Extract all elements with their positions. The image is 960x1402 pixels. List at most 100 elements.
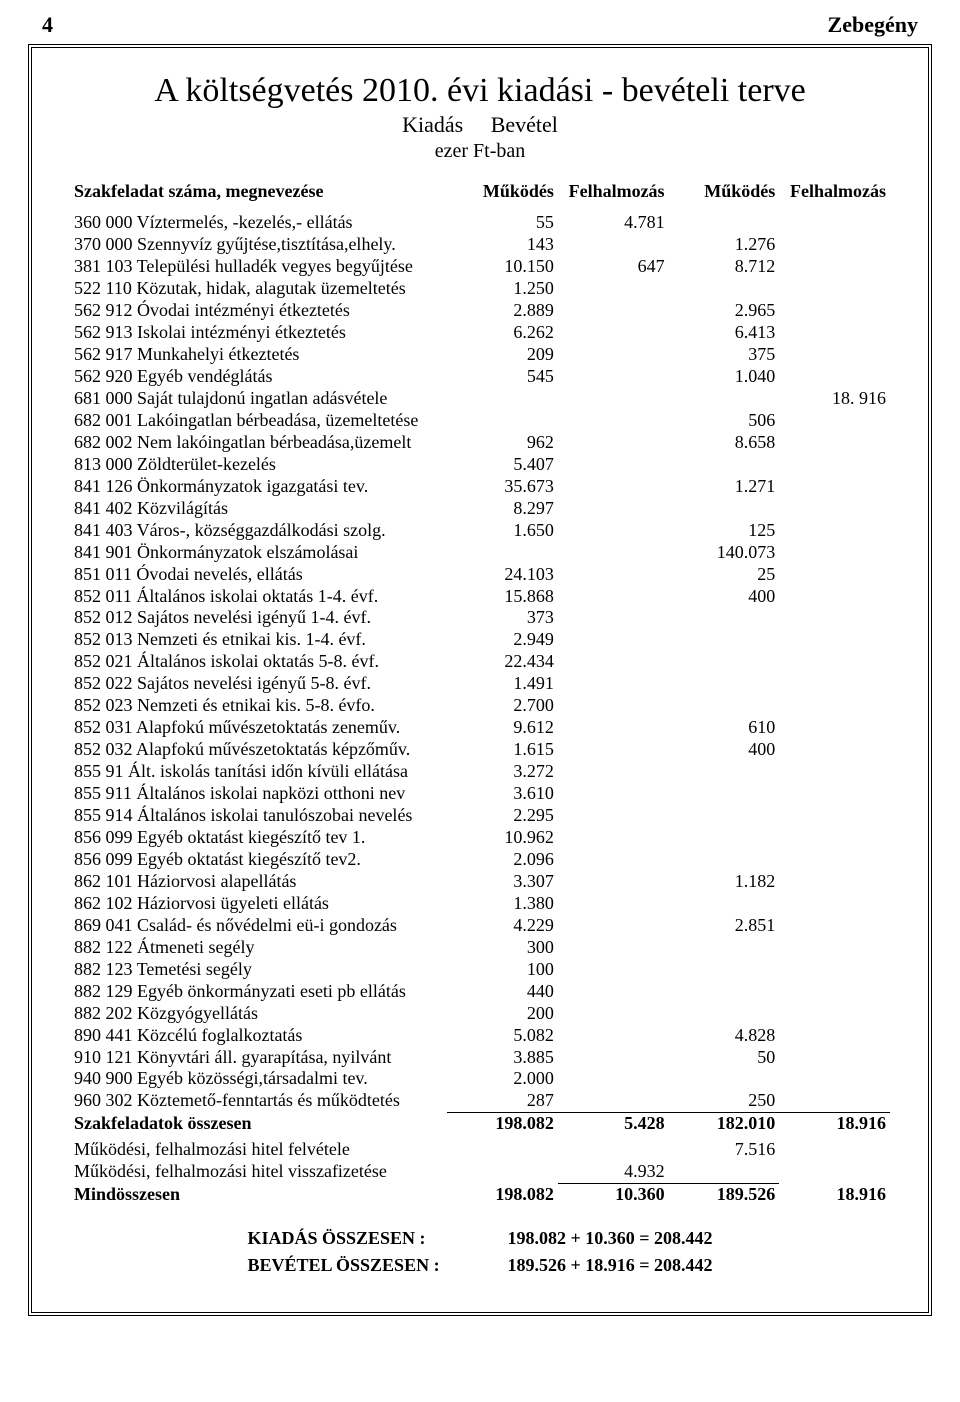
row-value [558, 476, 669, 498]
table-row: 360 000 Víztermelés, -kezelés,- ellátás5… [70, 212, 890, 234]
row-value: 209 [447, 344, 558, 366]
row-value [669, 805, 780, 827]
table-row: 882 129 Egyéb önkormányzati eseti pb ell… [70, 981, 890, 1003]
row-value [779, 256, 890, 278]
row-value: 287 [447, 1090, 558, 1112]
row-value [779, 410, 890, 432]
row-value [558, 1139, 669, 1161]
table-row: 856 099 Egyéb oktatást kiegészítő tev 1.… [70, 827, 890, 849]
row-value [779, 454, 890, 476]
table-row: 370 000 Szennyvíz gyűjtése,tisztítása,el… [70, 234, 890, 256]
row-value [669, 761, 780, 783]
row-value: 18.916 [779, 1184, 890, 1206]
row-value: 35.673 [447, 476, 558, 498]
table-row: 855 914 Általános iskolai tanulószobai n… [70, 805, 890, 827]
row-value [669, 388, 780, 410]
row-value [558, 673, 669, 695]
row-value [669, 607, 780, 629]
row-value [669, 783, 780, 805]
table-row: 682 001 Lakóingatlan bérbeadása, üzemelt… [70, 410, 890, 432]
row-value [779, 586, 890, 608]
row-value: 2.000 [447, 1068, 558, 1090]
row-value: 25 [669, 564, 780, 586]
row-value: 400 [669, 586, 780, 608]
row-value [669, 1161, 780, 1183]
row-value: 200 [447, 1003, 558, 1025]
content-frame: A költségvetés 2010. évi kiadási - bevét… [28, 44, 932, 1316]
row-value [558, 761, 669, 783]
row-value: 3.610 [447, 783, 558, 805]
col-header-2: Felhalmozás [558, 179, 669, 212]
table-row: 841 402 Közvilágítás8.297 [70, 498, 890, 520]
row-value [779, 783, 890, 805]
row-label: 862 101 Háziorvosi alapellátás [70, 871, 447, 893]
row-value [779, 278, 890, 300]
table-row: 813 000 Zöldterület-kezelés5.407 [70, 454, 890, 476]
row-value [558, 805, 669, 827]
row-value [447, 1161, 558, 1183]
row-value: 1.615 [447, 739, 558, 761]
row-value: 2.851 [669, 915, 780, 937]
table-row: Működési, felhalmozási hitel felvétele7.… [70, 1139, 890, 1161]
row-value [558, 366, 669, 388]
row-value: 15.868 [447, 586, 558, 608]
row-label: 940 900 Egyéb közösségi,társadalmi tev. [70, 1068, 447, 1090]
row-value [669, 651, 780, 673]
row-value [447, 410, 558, 432]
row-value [558, 388, 669, 410]
row-value [779, 344, 890, 366]
table-row: Szakfeladatok összesen198.0825.428182.01… [70, 1113, 890, 1135]
row-value [558, 454, 669, 476]
row-value [669, 695, 780, 717]
row-label: 562 913 Iskolai intézményi étkeztetés [70, 322, 447, 344]
row-value: 2.295 [447, 805, 558, 827]
row-value: 2.889 [447, 300, 558, 322]
row-value: 5.407 [447, 454, 558, 476]
row-value [558, 410, 669, 432]
row-label: 852 021 Általános iskolai oktatás 5-8. é… [70, 651, 447, 673]
row-value [558, 607, 669, 629]
totals-block: KIADÁS ÖSSZESEN :198.082 + 10.360 = 208.… [70, 1228, 890, 1276]
row-label: 856 099 Egyéb oktatást kiegészítő tev2. [70, 849, 447, 871]
row-value [669, 849, 780, 871]
row-value [779, 1090, 890, 1112]
row-value [779, 739, 890, 761]
row-label: 960 302 Köztemető-fenntartás és működtet… [70, 1090, 447, 1112]
budget-table: Szakfeladat száma, megnevezése Működés F… [70, 179, 890, 1206]
row-label: 890 441 Közcélú foglalkoztatás [70, 1025, 447, 1047]
locality-name: Zebegény [828, 12, 918, 38]
table-row: 852 013 Nemzeti és etnikai kis. 1-4. évf… [70, 629, 890, 651]
row-value: 2.965 [669, 300, 780, 322]
row-value [558, 234, 669, 256]
row-value: 22.434 [447, 651, 558, 673]
table-head: Szakfeladat száma, megnevezése Működés F… [70, 179, 890, 212]
total-label: KIADÁS ÖSSZESEN : [247, 1228, 507, 1249]
row-value: 18.916 [779, 1113, 890, 1135]
row-value [558, 981, 669, 1003]
table-row: 882 122 Átmeneti segély300 [70, 937, 890, 959]
row-value: 400 [669, 739, 780, 761]
row-value: 9.612 [447, 717, 558, 739]
row-value: 4.932 [558, 1161, 669, 1183]
table-row: 562 920 Egyéb vendéglátás5451.040 [70, 366, 890, 388]
row-value [669, 629, 780, 651]
row-value: 18. 916 [779, 388, 890, 410]
row-label: 882 202 Közgyógyellátás [70, 1003, 447, 1025]
row-value [779, 871, 890, 893]
row-value [779, 1139, 890, 1161]
sub-unit: ezer Ft-ban [435, 140, 526, 162]
sub-bevetel: Bevétel [491, 112, 558, 137]
row-value [558, 542, 669, 564]
row-label: Működési, felhalmozási hitel visszafizet… [70, 1161, 447, 1183]
row-label: 841 402 Közvilágítás [70, 498, 447, 520]
row-label: 910 121 Könyvtári áll. gyarapítása, nyil… [70, 1047, 447, 1069]
row-label: 562 912 Óvodai intézményi étkeztetés [70, 300, 447, 322]
row-value: 2.096 [447, 849, 558, 871]
table-row: 682 002 Nem lakóingatlan bérbeadása,üzem… [70, 432, 890, 454]
row-value [669, 1003, 780, 1025]
row-value [558, 564, 669, 586]
row-value [669, 959, 780, 981]
row-value [558, 695, 669, 717]
col-header-label: Szakfeladat száma, megnevezése [70, 179, 447, 212]
row-value [558, 278, 669, 300]
